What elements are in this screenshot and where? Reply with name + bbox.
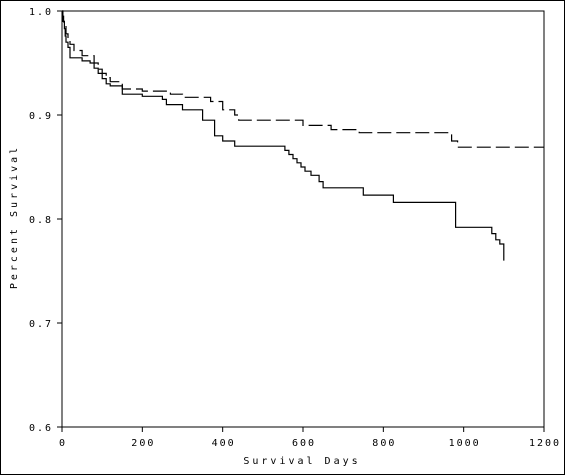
y-tick-label: 0.9 [29,111,53,122]
x-tick-label: 0 [59,438,67,449]
x-tick-label: 400 [212,438,236,449]
axes: 0 200 400 600 800 1000 1200 0.6 0.7 0.8 0.9 1.0 [29,7,561,449]
x-tick-label: 200 [131,438,155,449]
y-tick-label: 0.6 [29,423,53,434]
plot-border [61,10,545,428]
x-tick-label: 800 [372,438,396,449]
y-tick-label: 0.7 [29,319,53,330]
plot-lines [62,10,544,261]
y-tick-label: 0.8 [29,215,53,226]
x-tick-label: 1200 [529,438,561,449]
x-axis-title: Survival Days [243,456,360,467]
survival-curve-solid [62,10,505,261]
y-tick-label: 1.0 [29,7,53,18]
survival-curve-dashed [62,10,544,148]
y-axis-title: Percent Survival [9,145,20,289]
x-tick-label: 1000 [449,438,481,449]
x-tick-label: 600 [292,438,316,449]
